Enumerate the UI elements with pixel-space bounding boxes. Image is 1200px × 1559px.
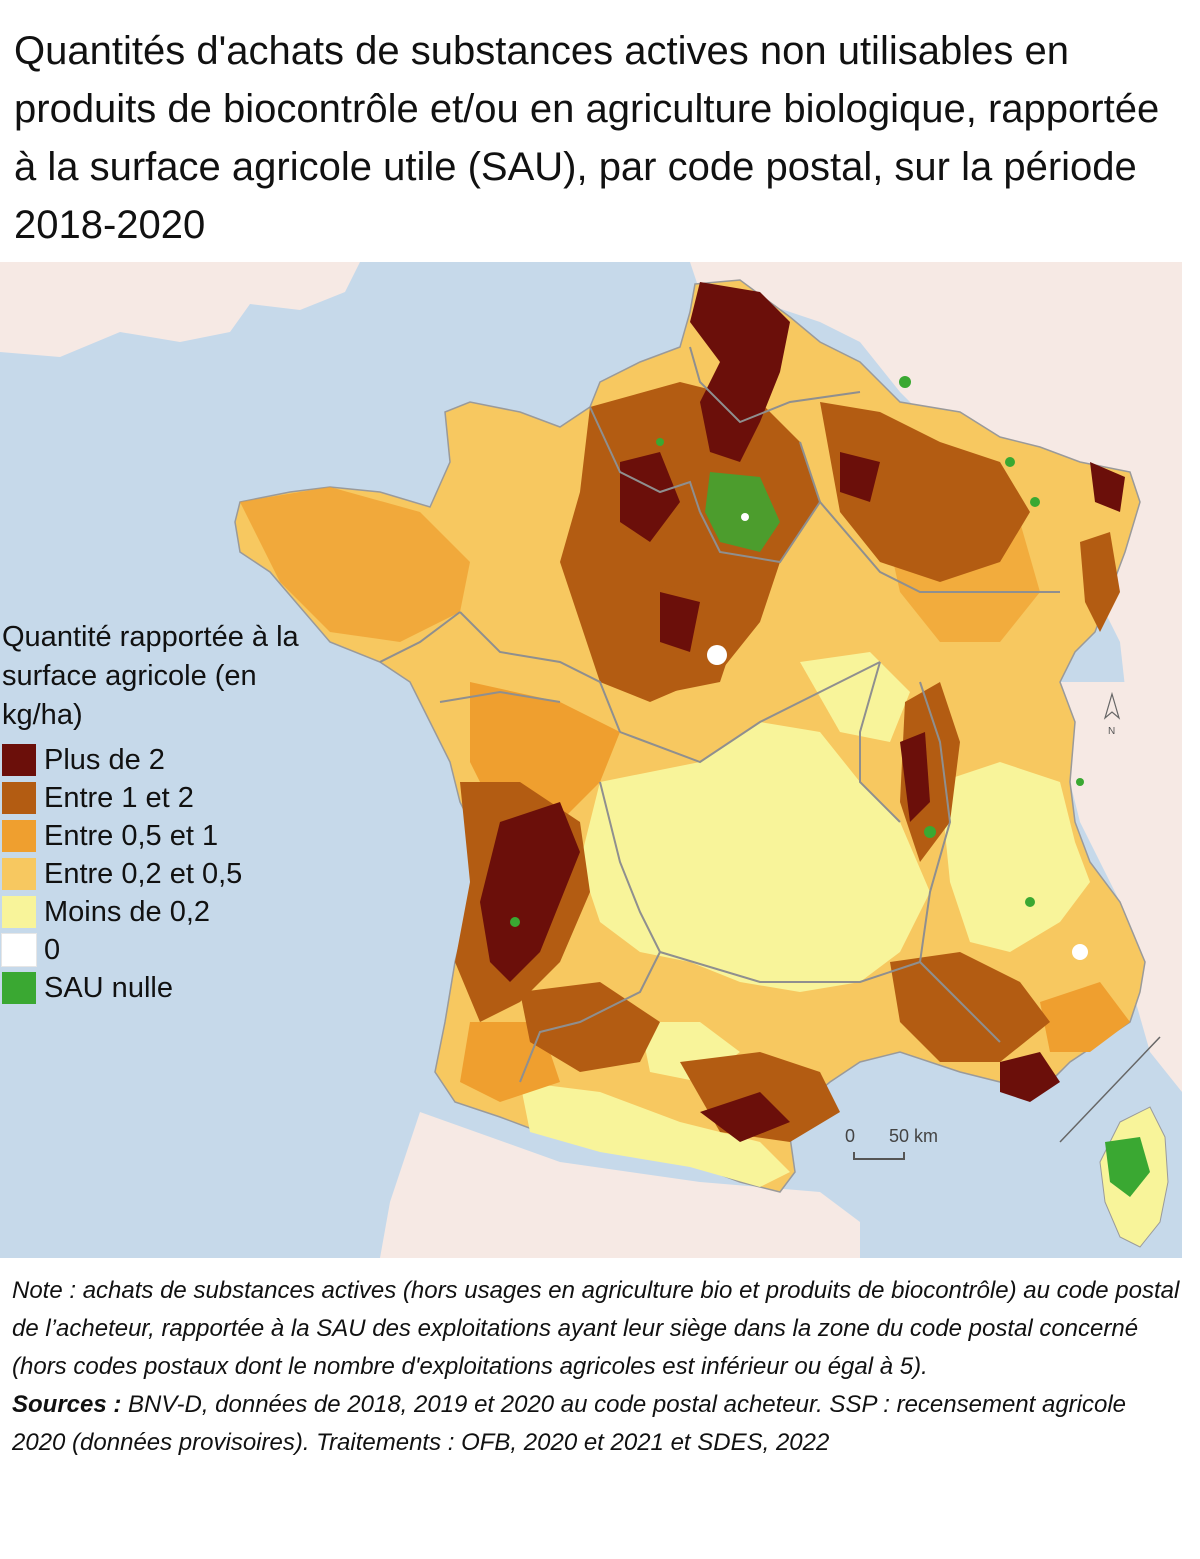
legend-label: Plus de 2 [44, 743, 165, 776]
class-moins-de-0-2-areas [520, 652, 1090, 1187]
legend-item-entre-1-et-2: Entre 1 et 2 [2, 779, 312, 817]
legend-swatch [2, 896, 36, 928]
class-plus-de-2-areas [480, 282, 1125, 1142]
france-choropleth-map [0, 262, 1182, 1258]
legend-label: Entre 0,5 et 1 [44, 819, 219, 852]
uk-landmass [0, 262, 360, 357]
scale-bar: 0 50 km [845, 1126, 965, 1166]
sources-text: BNV-D, données de 2018, 2019 et 2020 au … [12, 1391, 1127, 1456]
sources-label: Sources : [12, 1391, 122, 1418]
legend-swatch [2, 972, 36, 1004]
legend-swatch [2, 820, 36, 852]
map-title: Quantités d'achats de substances actives… [14, 29, 1160, 247]
legend-label: Entre 0,2 et 0,5 [44, 857, 243, 890]
legend-items: Plus de 2 Entre 1 et 2 Entre 0,5 et 1 En… [1, 741, 312, 1007]
scale-bar-distance-label: 50 km [889, 1126, 939, 1146]
italy-switzerland-landmass [1060, 682, 1182, 1092]
legend-swatch [1, 933, 37, 967]
legend-item-entre-0-2-et-0-5: Entre 0,2 et 0,5 [2, 855, 312, 893]
scale-bar-line [853, 1152, 905, 1160]
scale-bar-zero-label: 0 [845, 1126, 856, 1146]
legend-item-zero: 0 [1, 931, 312, 969]
north-arrow-icon: N [1102, 691, 1122, 741]
region-borders [379, 346, 1060, 1083]
legend-item-plus-de-2: Plus de 2 [2, 741, 312, 779]
legend: Quantité rapportée à la surface agricole… [1, 618, 312, 1007]
north-arrow-glyph: N [1103, 691, 1121, 737]
legend-swatch [2, 744, 36, 776]
north-label: N [1108, 726, 1115, 736]
spain-landmass [380, 1112, 860, 1258]
legend-label: Entre 1 et 2 [44, 781, 194, 814]
legend-label: SAU nulle [44, 971, 173, 1004]
legend-swatch [2, 782, 36, 814]
legend-item-sau-nulle: SAU nulle [2, 969, 312, 1007]
legend-item-moins-de-0-2: Moins de 0,2 [2, 893, 312, 931]
corsica-inset-divider [1059, 1036, 1161, 1143]
belgium-germany-landmass [690, 262, 1182, 782]
class-sau-nulle-areas [510, 376, 1150, 1197]
footnote: Note : achats de substances actives (hor… [12, 1272, 1182, 1462]
legend-item-entre-0-5-et-1: Entre 0,5 et 1 [2, 817, 312, 855]
legend-label: 0 [44, 933, 61, 966]
legend-swatch [2, 858, 36, 890]
footnote-note: Note : achats de substances actives (hor… [12, 1277, 1180, 1380]
footnote-sources: Sources : BNV-D, données de 2018, 2019 e… [12, 1386, 1182, 1462]
map-panel[interactable] [0, 262, 1182, 1258]
legend-title: Quantité rapportée à la surface agricole… [2, 621, 299, 731]
class-zero-areas [707, 513, 1088, 960]
legend-label: Moins de 0,2 [44, 895, 211, 928]
